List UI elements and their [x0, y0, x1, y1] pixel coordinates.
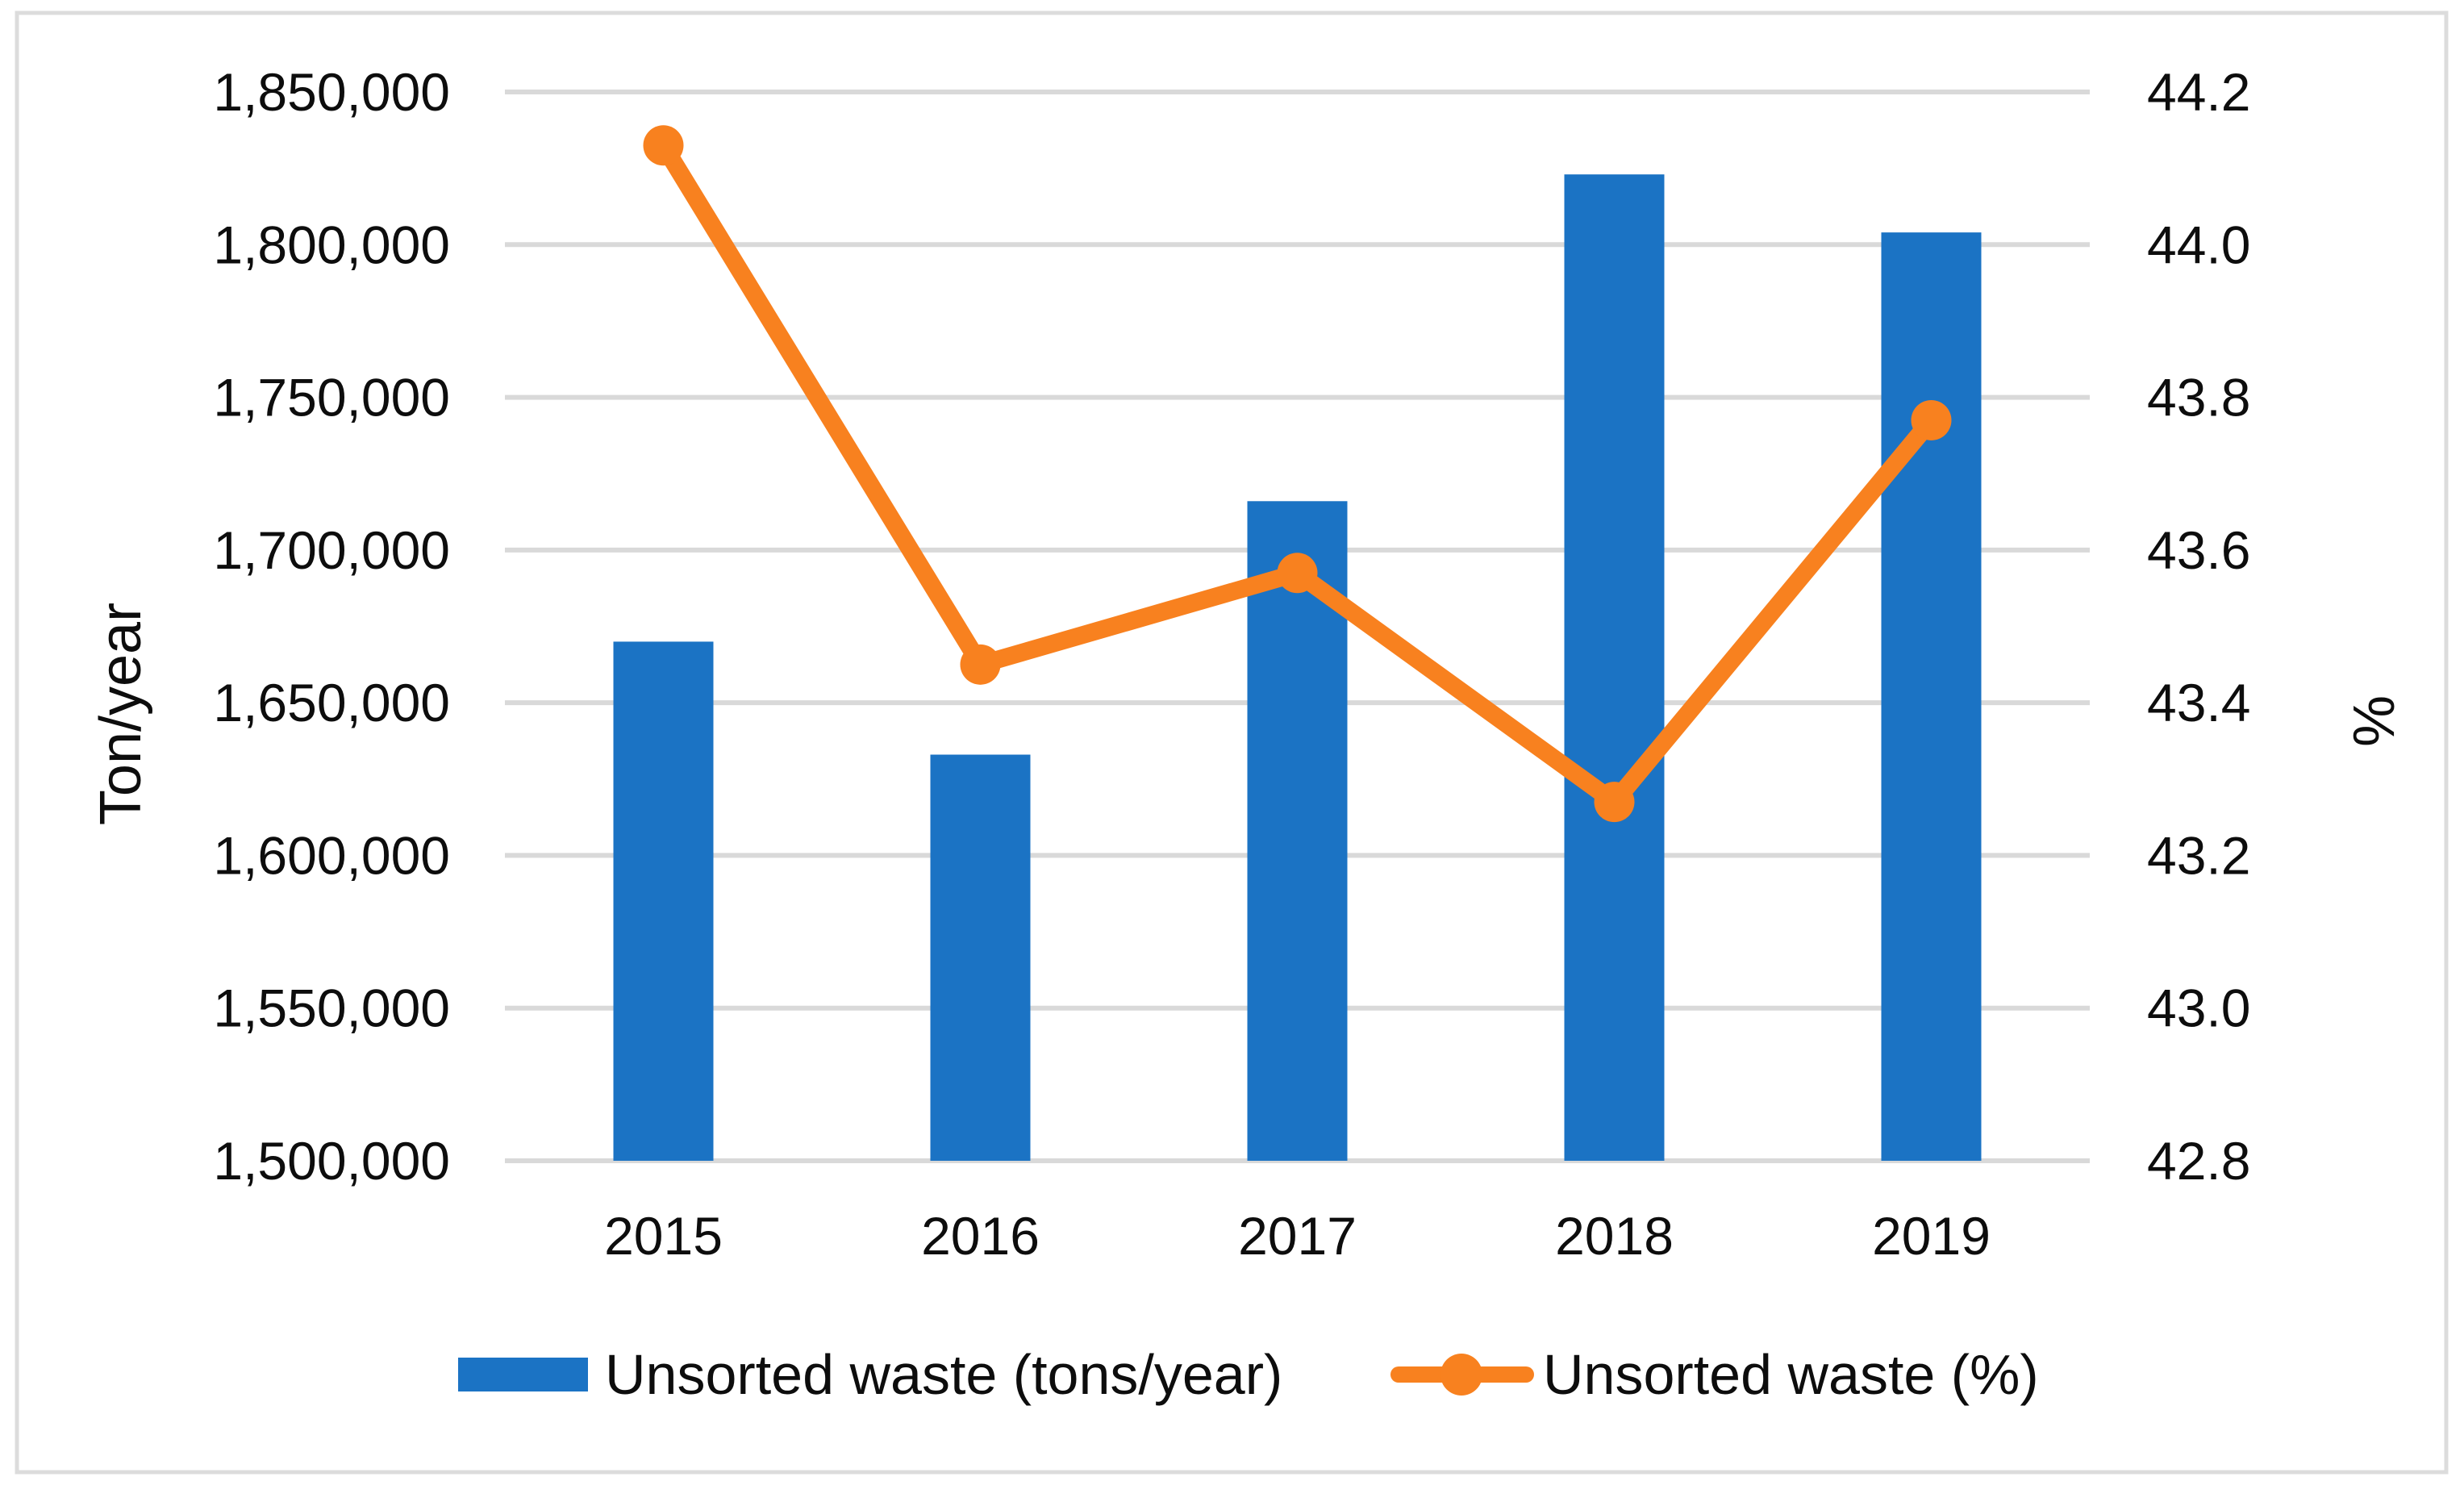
- line-marker-2015: [643, 125, 684, 166]
- left-axis-tick-label: 1,800,000: [213, 215, 450, 274]
- legend-item-unsorted-pct: Unsorted waste (%): [1390, 1337, 2039, 1412]
- legend-marker-line: [1390, 1354, 1534, 1396]
- right-axis-tick-label: 43.0: [2147, 978, 2250, 1038]
- legend-item-unsorted-tons: Unsorted waste (tons/year): [458, 1337, 1282, 1412]
- right-axis-tick-label: 42.8: [2147, 1131, 2250, 1191]
- left-axis-tick-label: 1,600,000: [213, 825, 450, 885]
- chart-legend: Unsorted waste (tons/year) Unsorted wast…: [0, 1337, 2464, 1412]
- legend-label-unsorted-pct: Unsorted waste (%): [1543, 1343, 2039, 1406]
- x-axis-label-2019: 2019: [1872, 1206, 1991, 1266]
- left-axis-tick-label: 1,500,000: [213, 1131, 450, 1191]
- figure-border: [15, 10, 2449, 1475]
- line-marker-2017: [1277, 553, 1318, 594]
- x-axis-label-2016: 2016: [921, 1206, 1040, 1266]
- x-axis-label-2015: 2015: [604, 1206, 723, 1266]
- legend-label-unsorted-tons: Unsorted waste (tons/year): [605, 1343, 1283, 1406]
- bar-2017: [1247, 501, 1348, 1161]
- right-axis-tick-label: 44.0: [2147, 215, 2250, 274]
- line-marker-2018: [1594, 782, 1635, 823]
- line-marker-2019: [1911, 399, 1952, 440]
- right-axis-tick-label: 43.8: [2147, 368, 2250, 428]
- x-axis-label-2017: 2017: [1238, 1206, 1357, 1266]
- bar-2016: [930, 754, 1031, 1161]
- line-marker-2016: [960, 644, 1001, 685]
- right-axis-title: %: [2342, 695, 2407, 748]
- left-axis-tick-label: 1,650,000: [213, 673, 450, 732]
- bar-2018: [1564, 174, 1665, 1162]
- left-axis-tick-label: 1,700,000: [213, 520, 450, 580]
- bar-2019: [1881, 232, 1982, 1162]
- legend-swatch-bar: [458, 1358, 588, 1391]
- left-axis-tick-label: 1,750,000: [213, 368, 450, 428]
- right-axis-tick-label: 43.2: [2147, 825, 2250, 885]
- left-axis-tick-label: 1,850,000: [213, 62, 450, 122]
- right-axis-tick-label: 43.4: [2147, 673, 2250, 732]
- left-axis-tick-label: 1,550,000: [213, 978, 450, 1038]
- right-axis-tick-label: 43.6: [2147, 520, 2250, 580]
- right-axis-tick-label: 44.2: [2147, 62, 2250, 122]
- bar-2015: [613, 641, 714, 1161]
- x-axis-label-2018: 2018: [1555, 1206, 1674, 1266]
- left-axis-title: Ton/year: [89, 602, 153, 826]
